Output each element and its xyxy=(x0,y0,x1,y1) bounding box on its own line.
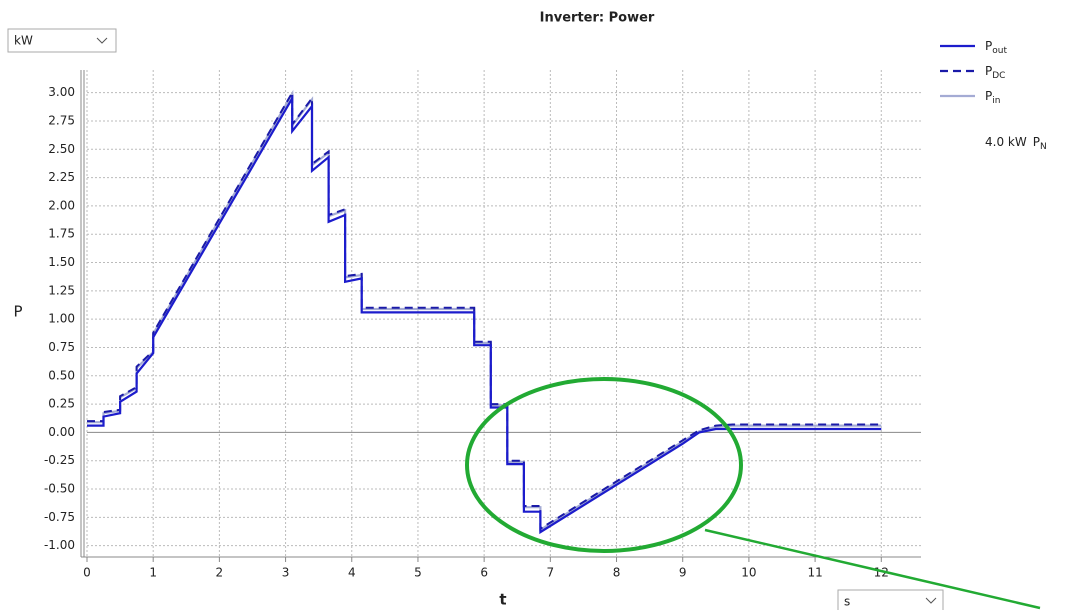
x-axis-label: t xyxy=(499,591,506,609)
legend-symbol: P xyxy=(985,89,992,103)
y-tick-label: 2.50 xyxy=(48,142,75,156)
y-tick-label: -1.00 xyxy=(44,538,75,552)
rated-symbol: P xyxy=(1033,135,1040,149)
dropdown-box[interactable] xyxy=(837,589,944,610)
x-tick-label: 4 xyxy=(348,566,356,580)
y-tick-label: -0.25 xyxy=(44,453,75,467)
highlight-arrow xyxy=(704,528,1041,610)
dropdown-value[interactable]: kW xyxy=(14,34,33,48)
rated-subscript: N xyxy=(1040,142,1047,152)
y-tick-label: 1.25 xyxy=(48,283,75,297)
y-tick-label: 0.25 xyxy=(48,397,75,411)
x-tick-label: 9 xyxy=(679,566,687,580)
legend-label: Pin xyxy=(985,89,1000,106)
series-line xyxy=(87,94,882,535)
y-tick-label: 2.00 xyxy=(48,198,75,212)
chart-title: Inverter: Power xyxy=(540,11,655,26)
legend-symbol: P xyxy=(985,64,992,78)
x-tick-label: 3 xyxy=(282,566,290,580)
rated-value: 4.0 kW xyxy=(985,135,1027,149)
legend-subscript: out xyxy=(992,46,1007,56)
x-tick-label: 6 xyxy=(480,566,488,580)
dropdown-arrow[interactable] xyxy=(925,597,937,604)
y-tick-label: 2.75 xyxy=(48,113,75,127)
x-tick-label: 2 xyxy=(216,566,224,580)
y-tick-label: 0.50 xyxy=(48,368,75,382)
legend-symbol: P xyxy=(985,39,992,53)
legend-subscript: in xyxy=(992,96,1000,106)
legend-label: Pout xyxy=(985,39,1007,56)
y-tick-label: -0.50 xyxy=(44,482,75,496)
y-tick-label: 0.00 xyxy=(48,425,75,439)
highlight-ellipse xyxy=(465,377,743,553)
dropdown-box[interactable] xyxy=(7,28,117,53)
x-tick-label: 11 xyxy=(807,566,822,580)
y-tick-label: 1.50 xyxy=(48,255,75,269)
x-tick-label: 1 xyxy=(149,566,157,580)
rated-power: 4.0 kW PN xyxy=(985,135,1047,152)
x-tick-label: 8 xyxy=(613,566,621,580)
y-tick-label: 1.00 xyxy=(48,312,75,326)
y-tick-label: 0.75 xyxy=(48,340,75,354)
unit-dropdown[interactable]: kW xyxy=(7,28,117,53)
x-tick-label: 10 xyxy=(741,566,756,580)
y-tick-label: -0.75 xyxy=(44,510,75,524)
x-tick-label: 7 xyxy=(547,566,555,580)
plot-area: 3.00 2.75 2.50 2.25 2.00 1.75 1.50 1.25 1.00 0.75… xyxy=(44,70,921,580)
y-tick-label: 3.00 xyxy=(48,85,75,99)
x-tick-label: 5 xyxy=(414,566,422,580)
legend-label: PDC xyxy=(985,64,1005,81)
x-tick-label: 0 xyxy=(83,566,91,580)
time-dropdown[interactable]: s xyxy=(837,589,944,610)
legend-subscript: DC xyxy=(992,71,1005,81)
dropdown-value[interactable]: s xyxy=(844,595,850,609)
y-axis-label: P xyxy=(13,303,22,321)
y-tick-label: 1.75 xyxy=(48,227,75,241)
y-tick-label: 2.25 xyxy=(48,170,75,184)
dropdown-arrow[interactable] xyxy=(96,37,108,44)
